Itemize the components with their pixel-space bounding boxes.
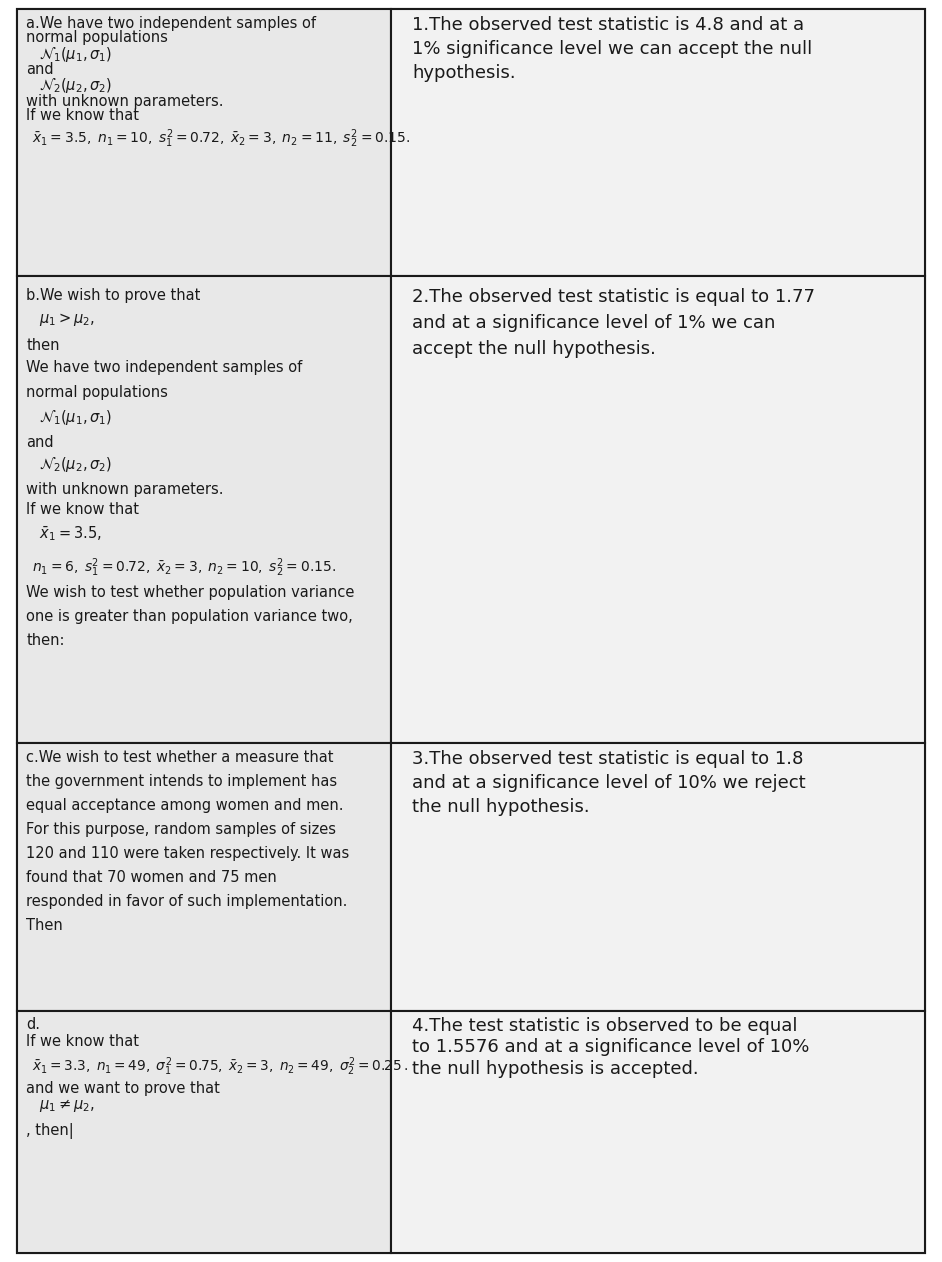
Text: $\bar{x}_1=3.3,\; n_1=49,\; \sigma_1^2=0.75,\; \bar{x}_2=3,\; n_2=49,\; \sigma_2: $\bar{x}_1=3.3,\; n_1=49,\; \sigma_1^2=0… bbox=[32, 1055, 408, 1078]
Text: $\mathcal{N}_1(\mu_1,\sigma_1)$: $\mathcal{N}_1(\mu_1,\sigma_1)$ bbox=[40, 409, 113, 428]
Text: the null hypothesis.: the null hypothesis. bbox=[413, 798, 590, 815]
Text: If we know that: If we know that bbox=[26, 1034, 139, 1049]
Text: We wish to test whether population variance: We wish to test whether population varia… bbox=[26, 584, 355, 599]
Text: accept the null hypothesis.: accept the null hypothesis. bbox=[413, 341, 657, 358]
Text: 1% significance level we can accept the null: 1% significance level we can accept the … bbox=[413, 39, 813, 58]
Bar bbox=[391, 743, 925, 1011]
Text: hypothesis.: hypothesis. bbox=[413, 63, 516, 82]
Text: For this purpose, random samples of sizes: For this purpose, random samples of size… bbox=[26, 822, 336, 837]
Text: If we know that: If we know that bbox=[26, 502, 139, 516]
Bar bbox=[391, 9, 925, 276]
Text: $\mathcal{N}_2(\mu_2,\sigma_2)$: $\mathcal{N}_2(\mu_2,\sigma_2)$ bbox=[40, 456, 113, 475]
Text: 1.The observed test statistic is 4.8 and at a: 1.The observed test statistic is 4.8 and… bbox=[413, 15, 804, 34]
Text: $\bar{x}_1=3.5,\; n_1=10,\; s_1^2=0.72,\; \bar{x}_2=3,\; n_2=11,\; s_2^2=0.15.$: $\bar{x}_1=3.5,\; n_1=10,\; s_1^2=0.72,\… bbox=[32, 127, 410, 150]
Text: one is greater than population variance two,: one is greater than population variance … bbox=[26, 610, 353, 625]
Text: and: and bbox=[26, 435, 54, 451]
Text: and at a significance level of 1% we can: and at a significance level of 1% we can bbox=[413, 314, 775, 332]
Text: with unknown parameters.: with unknown parameters. bbox=[26, 95, 224, 110]
Text: then: then bbox=[26, 338, 59, 353]
Text: Then: Then bbox=[26, 919, 63, 933]
Text: normal populations: normal populations bbox=[26, 30, 169, 45]
Text: If we know that: If we know that bbox=[26, 107, 139, 122]
Text: $\mu_1>\mu_2,$: $\mu_1>\mu_2,$ bbox=[40, 312, 95, 328]
Text: $n_1=6,\; s_1^2=0.72,\; \bar{x}_2=3,\; n_2=10,\; s_2^2=0.15.$: $n_1=6,\; s_1^2=0.72,\; \bar{x}_2=3,\; n… bbox=[32, 557, 336, 579]
Text: b.We wish to prove that: b.We wish to prove that bbox=[26, 288, 201, 303]
Bar bbox=[17, 276, 391, 743]
Text: $\mu_1\neq\mu_2,$: $\mu_1\neq\mu_2,$ bbox=[40, 1097, 95, 1113]
Bar bbox=[391, 1011, 925, 1253]
Text: with unknown parameters.: with unknown parameters. bbox=[26, 482, 224, 497]
Text: , then|: , then| bbox=[26, 1123, 74, 1140]
Text: the null hypothesis is accepted.: the null hypothesis is accepted. bbox=[413, 1060, 699, 1078]
Bar bbox=[391, 276, 925, 743]
Text: and we want to prove that: and we want to prove that bbox=[26, 1080, 220, 1095]
Text: then:: then: bbox=[26, 634, 65, 649]
Text: to 1.5576 and at a significance level of 10%: to 1.5576 and at a significance level of… bbox=[413, 1039, 810, 1056]
Text: and at a significance level of 10% we reject: and at a significance level of 10% we re… bbox=[413, 774, 806, 791]
Text: a.We have two independent samples of: a.We have two independent samples of bbox=[26, 15, 317, 30]
Text: $\mathcal{N}_1(\mu_1,\sigma_1)$: $\mathcal{N}_1(\mu_1,\sigma_1)$ bbox=[40, 45, 113, 64]
Text: $\bar{x}_1=3.5,$: $\bar{x}_1=3.5,$ bbox=[40, 525, 102, 544]
Text: and: and bbox=[26, 62, 54, 77]
Text: 4.The test statistic is observed to be equal: 4.The test statistic is observed to be e… bbox=[413, 1017, 798, 1035]
Text: equal acceptance among women and men.: equal acceptance among women and men. bbox=[26, 798, 344, 813]
Bar bbox=[17, 9, 391, 276]
Text: c.We wish to test whether a measure that: c.We wish to test whether a measure that bbox=[26, 750, 333, 765]
Text: We have two independent samples of: We have two independent samples of bbox=[26, 361, 302, 375]
Bar bbox=[17, 743, 391, 1011]
Text: responded in favor of such implementation.: responded in favor of such implementatio… bbox=[26, 895, 348, 909]
Text: 120 and 110 were taken respectively. It was: 120 and 110 were taken respectively. It … bbox=[26, 846, 349, 861]
Text: $\mathcal{N}_2(\mu_2,\sigma_2)$: $\mathcal{N}_2(\mu_2,\sigma_2)$ bbox=[40, 76, 113, 95]
Text: found that 70 women and 75 men: found that 70 women and 75 men bbox=[26, 870, 277, 885]
Text: d.: d. bbox=[26, 1017, 41, 1031]
Text: 3.The observed test statistic is equal to 1.8: 3.The observed test statistic is equal t… bbox=[413, 750, 804, 767]
Text: 2.The observed test statistic is equal to 1.77: 2.The observed test statistic is equal t… bbox=[413, 288, 815, 305]
Text: normal populations: normal populations bbox=[26, 385, 169, 400]
Bar bbox=[17, 1011, 391, 1253]
Text: the government intends to implement has: the government intends to implement has bbox=[26, 774, 337, 789]
